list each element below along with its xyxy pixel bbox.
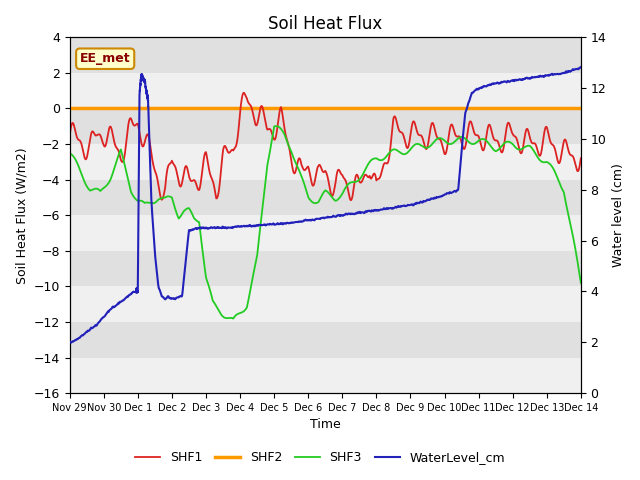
Bar (70, 215, 581, 251)
SHF2 (398, 106, 406, 111)
SHF3 (577, 280, 585, 286)
Bar (70, 144, 581, 180)
Title: Soil Heat Flux: Soil Heat Flux (268, 15, 382, 33)
WaterLevel_cm (577, 64, 585, 70)
Y-axis label: Soil Heat Flux (W/m2): Soil Heat Flux (W/m2) (15, 147, 28, 284)
Y-axis label: Water level (cm): Water level (cm) (612, 163, 625, 267)
SHF2 (486, 106, 494, 111)
Bar (70, 358, 581, 393)
SHF2 (159, 106, 166, 111)
SHF3 (66, 150, 74, 156)
SHF3 (399, 151, 406, 157)
SHF3 (159, 195, 166, 201)
WaterLevel_cm (372, 208, 380, 214)
Line: WaterLevel_cm: WaterLevel_cm (70, 67, 581, 343)
SHF2 (447, 106, 455, 111)
SHF2 (66, 106, 74, 111)
WaterLevel_cm (447, 190, 455, 196)
Legend: SHF1, SHF2, SHF3, WaterLevel_cm: SHF1, SHF2, SHF3, WaterLevel_cm (130, 446, 510, 469)
WaterLevel_cm (159, 294, 166, 300)
SHF1 (577, 156, 585, 161)
WaterLevel_cm (67, 340, 75, 346)
SHF1 (486, 123, 494, 129)
SHF1 (399, 130, 406, 136)
SHF1 (66, 132, 74, 138)
X-axis label: Time: Time (310, 419, 340, 432)
SHF3 (272, 123, 280, 129)
SHF3 (261, 182, 269, 188)
WaterLevel_cm (486, 82, 494, 87)
SHF2 (577, 106, 585, 111)
SHF3 (447, 141, 455, 147)
SHF1 (447, 122, 455, 128)
WaterLevel_cm (261, 222, 269, 228)
SHF2 (372, 106, 380, 111)
SHF1 (159, 196, 166, 202)
SHF3 (372, 156, 380, 161)
Bar (70, 73, 581, 108)
SHF1 (372, 178, 380, 183)
Line: SHF3: SHF3 (70, 126, 581, 319)
SHF2 (261, 106, 269, 111)
WaterLevel_cm (398, 203, 406, 209)
SHF3 (229, 316, 237, 322)
SHF1 (240, 90, 248, 96)
SHF1 (261, 118, 269, 123)
Bar (70, 287, 581, 322)
SHF1 (347, 197, 355, 203)
WaterLevel_cm (66, 339, 74, 345)
Text: EE_met: EE_met (80, 52, 131, 65)
Line: SHF1: SHF1 (70, 93, 581, 200)
SHF3 (486, 143, 494, 148)
